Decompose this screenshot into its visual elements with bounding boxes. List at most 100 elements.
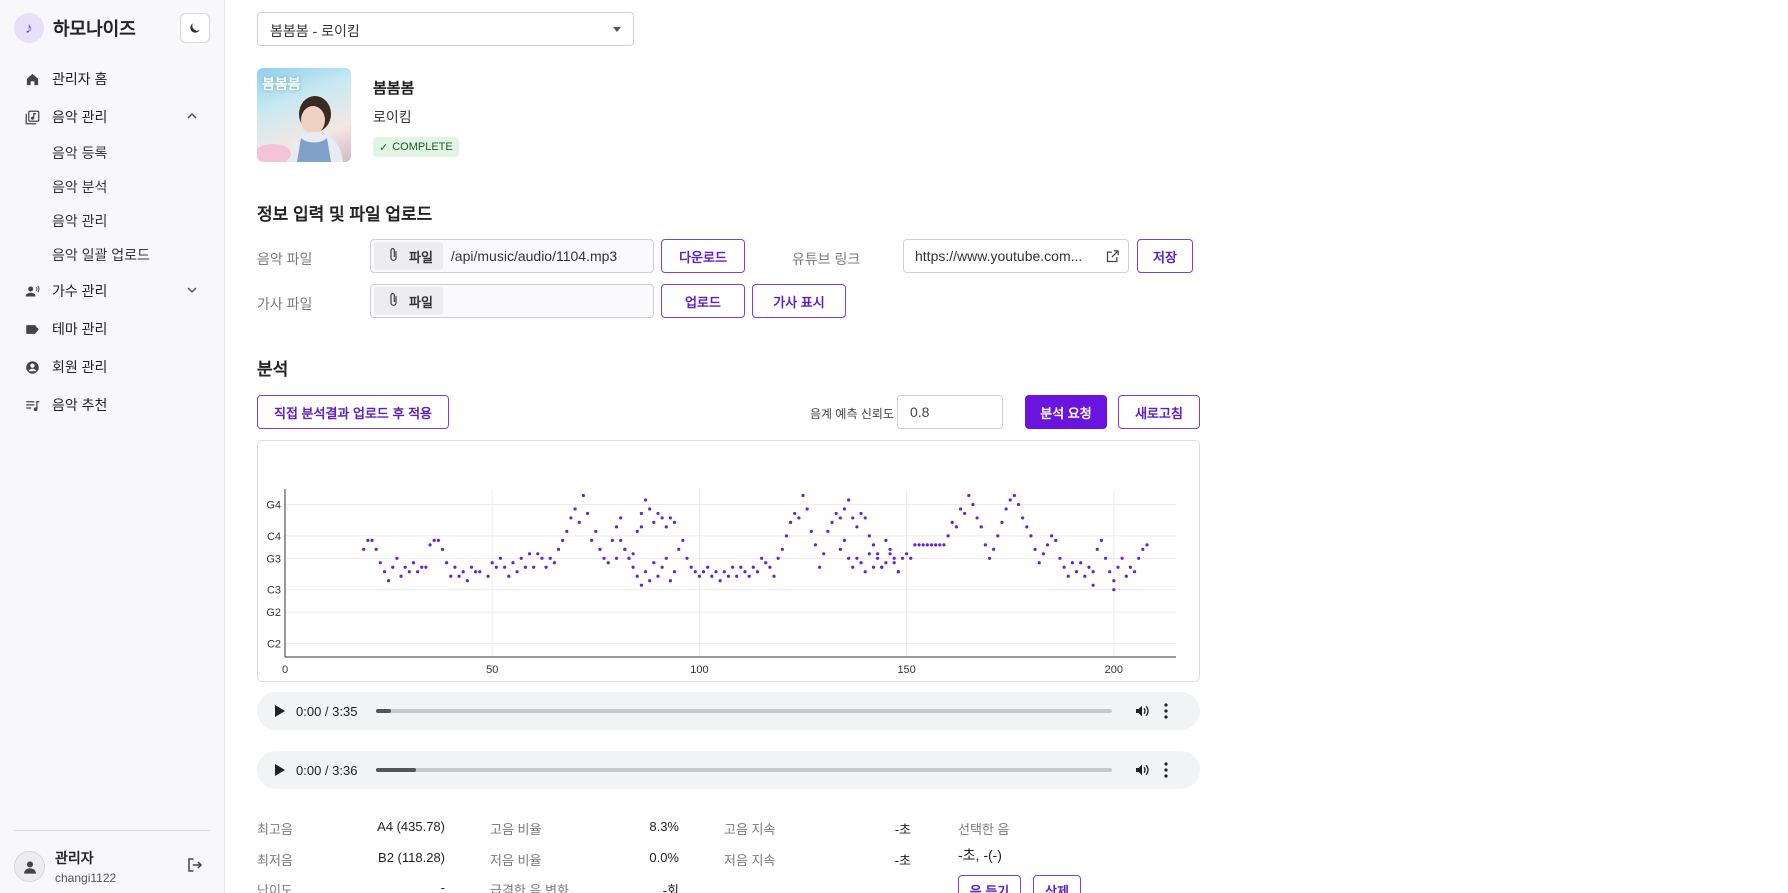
pitch-point: [648, 579, 652, 583]
pitch-point: [1108, 570, 1112, 574]
sidebar-item-theme-management[interactable]: 테마 관리: [0, 310, 224, 348]
pitch-point: [416, 570, 420, 574]
external-link-icon[interactable]: [1105, 249, 1120, 264]
sidebar-item-singer-management[interactable]: 가수 관리: [0, 272, 224, 310]
pitch-chart[interactable]: C2 G2 C3 G3 C4 G4 0 50 100 150 200: [257, 440, 1200, 682]
music-file-field[interactable]: 파일 /api/music/audio/1104.mp3: [370, 239, 654, 273]
pitch-point: [548, 556, 552, 560]
volume-icon[interactable]: [1134, 762, 1150, 778]
status-badge-label: COMPLETE: [392, 141, 453, 153]
pitch-point: [445, 561, 449, 565]
sidebar-item-music-management[interactable]: 음악 관리: [0, 98, 224, 136]
more-vert-icon[interactable]: [1164, 762, 1168, 778]
sidebar-item-member-management[interactable]: 회원 관리: [0, 348, 224, 386]
more-vert-icon[interactable]: [1164, 703, 1168, 719]
lyrics-file-chip[interactable]: 파일: [374, 287, 443, 315]
pitch-chart-svg[interactable]: C2 G2 C3 G3 C4 G4 0 50 100 150 200: [258, 441, 1201, 683]
download-button[interactable]: 다운로드: [661, 239, 745, 273]
song-select[interactable]: 봄봄봄 - 로이킴: [257, 12, 634, 46]
sidebar-subitem-music-manage[interactable]: 음악 관리: [52, 213, 108, 229]
pitch-point: [374, 547, 378, 551]
y-tick-label: G2: [266, 607, 281, 619]
sidebar-subitem-music-analysis[interactable]: 음악 분석: [52, 179, 108, 195]
pitch-point: [585, 511, 590, 516]
pitch-point: [540, 556, 544, 560]
pitch-point: [639, 583, 643, 587]
listen-note-button[interactable]: 음 듣기: [958, 875, 1021, 893]
youtube-link-label: 유튜브 링크: [792, 251, 861, 267]
upload-button[interactable]: 업로드: [661, 284, 745, 318]
song-artist: 로이킴: [373, 109, 412, 125]
sidebar-item-admin-home[interactable]: 관리자 홈: [0, 60, 224, 98]
pitch-point: [527, 552, 532, 556]
play-icon[interactable]: [275, 764, 285, 776]
pitch-point: [842, 507, 847, 511]
pitch-point: [1050, 534, 1054, 538]
audio-seek-fill: [376, 768, 417, 772]
sidebar-subitem-bulk-upload[interactable]: 음악 일괄 업로드: [52, 247, 150, 263]
logout-icon[interactable]: [186, 856, 204, 874]
stat-lowest-value: B2 (118.28): [378, 850, 445, 865]
lyrics-file-field[interactable]: 파일: [370, 284, 654, 318]
audio-seek-bar[interactable]: [376, 768, 1112, 772]
sidebar-subitem-music-register[interactable]: 음악 등록: [52, 145, 108, 161]
y-tick-label: G4: [266, 499, 281, 511]
brand[interactable]: ♪ 하모나이즈: [14, 13, 136, 43]
pitch-point: [561, 538, 565, 542]
pitch-point: [830, 520, 834, 525]
pitch-point: [465, 579, 469, 583]
pitch-point: [1045, 543, 1050, 547]
pitch-point: [656, 511, 660, 516]
pitch-point: [523, 565, 527, 569]
pitch-point: [801, 493, 805, 498]
audio-player-1[interactable]: 0:00 / 3:35: [257, 692, 1200, 730]
pitch-point: [971, 502, 975, 507]
stat-sharp-change-value: -회: [662, 883, 679, 893]
pitch-point: [805, 507, 809, 511]
user-profile: 관리자 changi1122: [14, 848, 116, 885]
stat-highest-value: A4 (435.78): [377, 819, 445, 834]
pitch-point: [366, 538, 370, 542]
pitch-point: [871, 543, 876, 547]
pitch-point: [946, 534, 950, 538]
pitch-point: [1087, 565, 1091, 569]
chevron-down-icon[interactable]: [186, 284, 198, 296]
pitch-point: [967, 493, 971, 498]
pitch-point: [842, 538, 847, 542]
youtube-link-field[interactable]: https://www.youtube.com...: [903, 239, 1129, 273]
manual-upload-button[interactable]: 직접 분석결과 업로드 후 적용: [257, 395, 449, 429]
pitch-point: [391, 565, 395, 569]
pitch-point: [639, 511, 643, 516]
pitch-point: [598, 547, 602, 551]
pitch-point: [1137, 556, 1141, 560]
save-button[interactable]: 저장: [1137, 239, 1193, 273]
pitch-point: [449, 574, 453, 578]
confidence-input[interactable]: 0.8: [897, 395, 1003, 429]
audio-seek-bar[interactable]: [376, 709, 1112, 713]
audio-player-2[interactable]: 0:00 / 3:36: [257, 751, 1200, 789]
music-file-path: /api/music/audio/1104.mp3: [450, 248, 618, 264]
pitch-point: [784, 534, 789, 538]
pitch-point: [457, 574, 461, 578]
pitch-point: [797, 516, 801, 520]
stat-lowest-label: 최저음: [257, 853, 293, 868]
pitch-point: [1103, 556, 1108, 560]
music-file-chip[interactable]: 파일: [374, 242, 443, 270]
pitch-point: [884, 538, 888, 542]
pitch-point: [863, 570, 867, 574]
pitch-point: [362, 547, 366, 551]
stat-low-ratio-value: 0.0%: [649, 850, 679, 865]
play-icon[interactable]: [275, 705, 285, 717]
pitch-point: [424, 565, 428, 569]
show-lyrics-button[interactable]: 가사 표시: [752, 284, 846, 318]
analysis-request-button[interactable]: 분석 요청: [1025, 395, 1107, 429]
pitch-point: [639, 525, 643, 529]
delete-note-button[interactable]: 삭제: [1033, 875, 1081, 893]
dark-mode-toggle[interactable]: [180, 13, 210, 43]
refresh-button[interactable]: 새로고침: [1118, 395, 1200, 429]
chevron-up-icon[interactable]: [186, 110, 198, 122]
volume-icon[interactable]: [1134, 703, 1150, 719]
sidebar-item-music-recommend[interactable]: 음악 추천: [0, 386, 224, 424]
pitch-point: [859, 511, 863, 516]
pitch-point: [1033, 547, 1037, 551]
